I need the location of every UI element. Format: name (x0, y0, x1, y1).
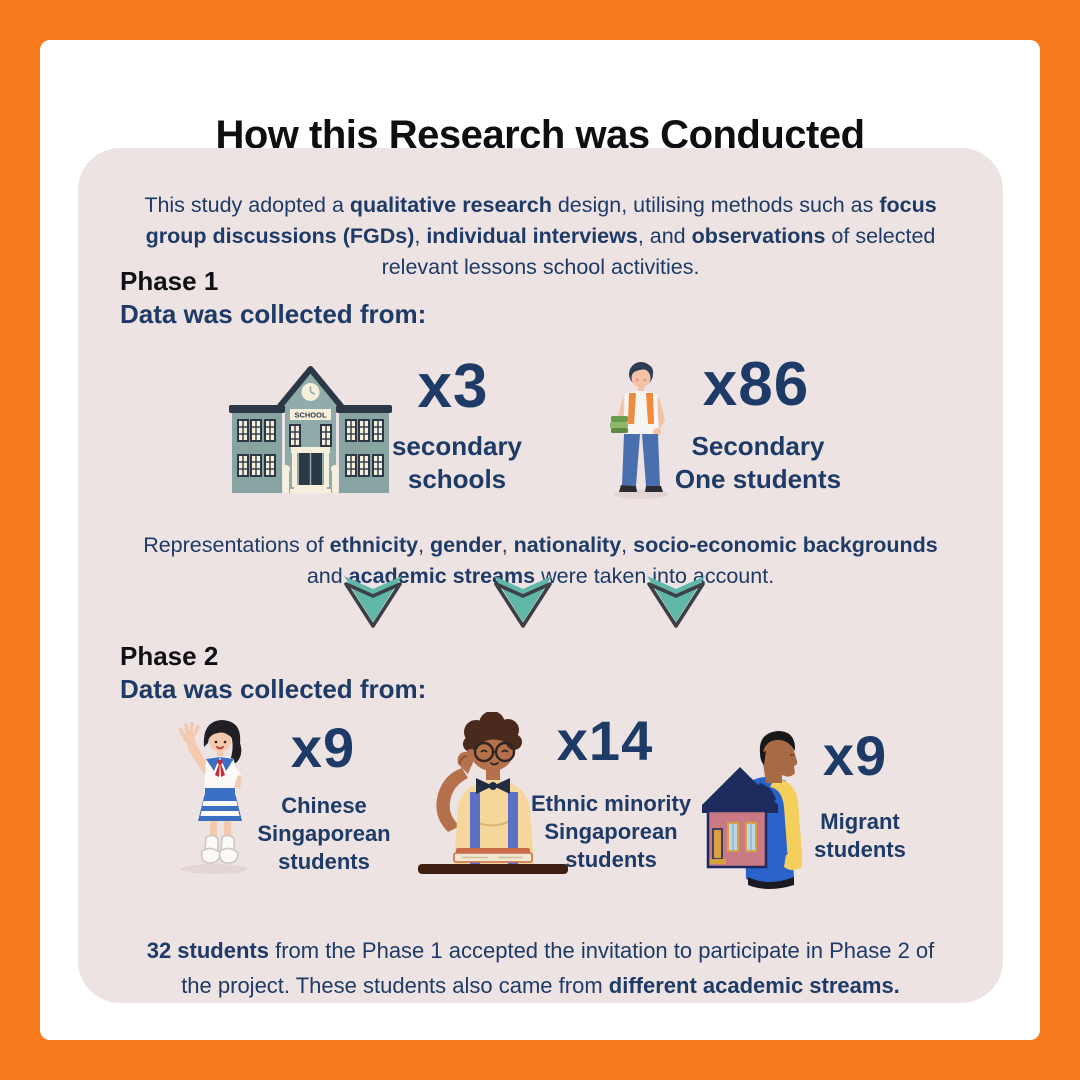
phase2-subheading: Data was collected from: (120, 674, 427, 704)
school-building-icon: SCHOOL (229, 366, 392, 493)
phase2-stat-chinese-label: Chinese Singaporean students (257, 793, 391, 874)
chevron-down-icon (344, 576, 402, 628)
man-carrying-house-icon (702, 731, 802, 889)
phase1-stat-students-count: x86 (702, 350, 810, 419)
phase1-subheading: Data was collected from: (120, 299, 427, 329)
phase2-stat-chinese-count: x9 (290, 716, 356, 779)
chevron-down-icon (647, 576, 705, 628)
phase2-stat-migrant-label: Migrant students (814, 809, 906, 862)
phase1-stat-schools-count: x3 (417, 352, 489, 421)
chevron-down-icon (494, 576, 552, 628)
phase2-heading: Phase 2 (120, 641, 219, 671)
content-panel: This study adopted a qualitative researc… (78, 148, 1003, 1003)
phase1-heading: Phase 1 (120, 266, 219, 296)
phase2-stat-ethnic-minority-count: x14 (556, 709, 654, 772)
svg-text:SCHOOL: SCHOOL (294, 411, 327, 420)
phase1-stat-students-label: Secondary One students (674, 431, 842, 494)
phase1-stat-schools-label: secondary schools (391, 431, 523, 494)
boy-at-desk-icon (418, 712, 568, 874)
phase2-stat-ethnic-minority-label: Ethnic minority Singaporean students (530, 791, 692, 872)
footer-note: 32 students from the Phase 1 accepted th… (146, 938, 935, 998)
student-with-backpack-icon (610, 362, 668, 499)
phase2-stat-migrant-count: x9 (822, 724, 888, 787)
poster-frame: How this Research was Conducted This stu… (40, 40, 1040, 1040)
waving-schoolgirl-icon (178, 720, 247, 874)
intro-paragraph: This study adopted a qualitative researc… (144, 192, 937, 279)
